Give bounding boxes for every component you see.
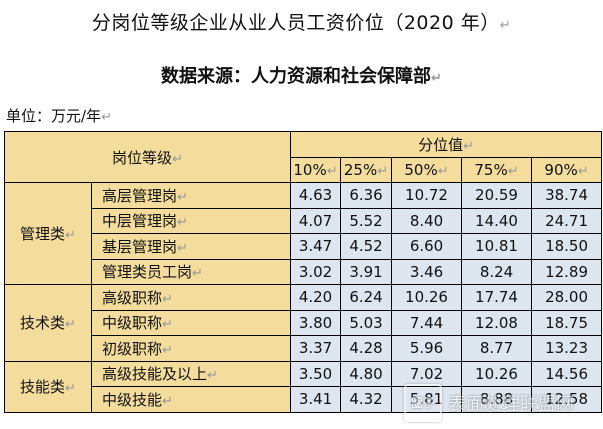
category-cell: 管理类↵ bbox=[4, 182, 92, 285]
table-row: 管理类↵ 高层管理岗↵ 4.63 6.36 10.72 20.59 38.74 bbox=[4, 182, 603, 285]
post-cell: 高层管理岗↵ bbox=[90, 182, 292, 209]
subtitle-text: 数据来源：人力资源和社会保障部 bbox=[161, 66, 432, 87]
post-level-header: 岗位等级↵ bbox=[3, 131, 292, 183]
value-cell: 7.02 bbox=[391, 360, 463, 387]
value-cell: 5.81 bbox=[391, 386, 463, 413]
value-cell: 10.26 bbox=[461, 360, 533, 387]
value-cell: 4.80 bbox=[340, 360, 393, 387]
table-row: 初级职称↵ 3.37 4.28 5.96 8.77 13.23 bbox=[5, 335, 603, 362]
post-cell: 中级技能↵ bbox=[90, 386, 292, 413]
unit-label: 单位：万元/年↵ bbox=[6, 105, 112, 126]
category-cell: 技术类↵ bbox=[4, 284, 92, 362]
value-cell: 3.80 bbox=[290, 309, 342, 336]
table-row: 中级职称↵ 3.80 5.03 7.44 12.08 18.75 bbox=[5, 309, 603, 336]
value-cell: 28.00 bbox=[531, 284, 603, 311]
quantile-header-cell: 50%↵ bbox=[391, 156, 463, 183]
quantile-header-cell: 10%↵ bbox=[290, 156, 342, 183]
value-cell: 3.41 bbox=[290, 386, 342, 413]
value-cell: 14.40 bbox=[461, 207, 533, 234]
value-cell: 12.89 bbox=[531, 258, 603, 285]
value-cell: 18.50 bbox=[531, 233, 603, 260]
table-row: 技术类↵ 高级职称↵ 4.20 6.24 10.26 17.74 28.00 bbox=[4, 284, 603, 362]
quantile-row: 10%↵ 25%↵ 50%↵ 75%↵ 90%↵ bbox=[5, 156, 603, 183]
quantile-header: 分位值↵ bbox=[290, 131, 603, 158]
value-cell: 6.60 bbox=[391, 233, 463, 260]
value-cell: 3.91 bbox=[340, 258, 393, 285]
watermark-logo: 圈子 bbox=[404, 384, 442, 422]
value-cell: 38.74 bbox=[531, 182, 603, 209]
data-source-heading: 数据来源：人力资源和社会保障部↵ bbox=[0, 62, 603, 88]
value-cell: 20.59 bbox=[461, 182, 533, 209]
value-cell: 10.72 bbox=[391, 182, 463, 209]
value-cell: 3.02 bbox=[290, 258, 342, 285]
paragraph-mark: ↵ bbox=[431, 71, 442, 86]
post-cell: 管理类员工岗↵ bbox=[90, 258, 292, 285]
table-row: 中级技能↵ 3.41 4.32 5.81 8.88 12.58 bbox=[5, 386, 603, 413]
value-cell: 3.47 bbox=[290, 233, 342, 260]
table-row: 管理类员工岗↵ 3.02 3.91 3.46 8.24 12.89 bbox=[5, 258, 603, 285]
watermark: 圈子 表面处理联盟网 bbox=[404, 383, 598, 423]
value-cell: 13.23 bbox=[531, 335, 603, 362]
value-cell: 24.71 bbox=[531, 207, 603, 234]
watermark-text: 表面处理联盟网 bbox=[448, 394, 574, 415]
value-cell: 6.24 bbox=[340, 284, 393, 311]
value-cell: 12.08 bbox=[461, 309, 533, 336]
value-cell: 17.74 bbox=[461, 284, 533, 311]
value-cell: 8.24 bbox=[461, 258, 533, 285]
value-cell: 8.77 bbox=[461, 335, 533, 362]
title-text: 分岗位等级企业从业人员工资价位（2020 年） bbox=[91, 12, 500, 34]
post-cell: 中层管理岗↵ bbox=[90, 207, 292, 234]
post-cell: 中级职称↵ bbox=[90, 309, 292, 336]
quantile-header-cell: 75%↵ bbox=[461, 156, 533, 183]
paragraph-mark: ↵ bbox=[101, 110, 112, 125]
value-cell: 5.03 bbox=[340, 309, 393, 336]
value-cell: 12.58 bbox=[531, 386, 603, 413]
post-cell: 高级职称↵ bbox=[90, 284, 292, 311]
value-cell: 3.37 bbox=[290, 335, 342, 362]
value-cell: 6.36 bbox=[340, 182, 393, 209]
value-cell: 8.88 bbox=[461, 386, 533, 413]
paragraph-mark: ↵ bbox=[499, 18, 512, 33]
value-cell: 5.52 bbox=[340, 207, 393, 234]
post-cell: 初级职称↵ bbox=[90, 335, 292, 362]
value-cell: 5.96 bbox=[391, 335, 463, 362]
value-cell: 10.81 bbox=[461, 233, 533, 260]
category-cell: 技能类↵ bbox=[4, 360, 92, 413]
quantile-header-cell: 25%↵ bbox=[340, 156, 393, 183]
value-cell: 14.56 bbox=[531, 360, 603, 387]
value-cell: 3.50 bbox=[290, 360, 342, 387]
table-row: 技能类↵ 高级技能及以上↵ 3.50 4.80 7.02 10.26 14.56 bbox=[4, 360, 603, 413]
page-title: 分岗位等级企业从业人员工资价位（2020 年）↵ bbox=[0, 8, 603, 35]
unit-text: 单位：万元/年 bbox=[6, 107, 102, 125]
value-cell: 4.63 bbox=[290, 182, 342, 209]
post-cell: 高级技能及以上↵ bbox=[90, 360, 292, 387]
value-cell: 7.44 bbox=[391, 309, 463, 336]
wage-table: 岗位等级↵ 分位值↵ 10%↵ 25%↵ 50%↵ 75%↵ 90%↵ 管理类↵ 高层管理… bbox=[3, 131, 603, 413]
table-row: 基层管理岗↵ 3.47 4.52 6.60 10.81 18.50 bbox=[5, 233, 603, 260]
table-row: 中层管理岗↵ 4.07 5.52 8.40 14.40 24.71 bbox=[5, 207, 603, 234]
header-row: 岗位等级↵ 分位值↵ bbox=[3, 131, 603, 183]
value-cell: 10.26 bbox=[391, 284, 463, 311]
value-cell: 3.46 bbox=[391, 258, 463, 285]
value-cell: 4.32 bbox=[340, 386, 393, 413]
value-cell: 18.75 bbox=[531, 309, 603, 336]
quantile-header-cell: 90%↵ bbox=[531, 156, 603, 183]
post-cell: 基层管理岗↵ bbox=[90, 233, 292, 260]
value-cell: 4.52 bbox=[340, 233, 393, 260]
value-cell: 4.28 bbox=[340, 335, 393, 362]
value-cell: 4.07 bbox=[290, 207, 342, 234]
value-cell: 4.20 bbox=[290, 284, 342, 311]
value-cell: 8.40 bbox=[391, 207, 463, 234]
